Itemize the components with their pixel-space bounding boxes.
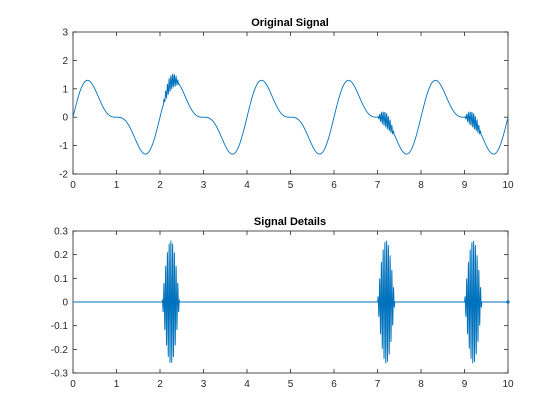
y-tick-label: 0.1 — [54, 274, 68, 285]
y-tick-label: -0.3 — [51, 369, 69, 380]
x-tick-label: 6 — [331, 180, 337, 191]
x-tick-label: 7 — [375, 379, 381, 390]
x-tick-label: 10 — [502, 180, 514, 191]
chart-title: Original Signal — [251, 17, 329, 29]
x-tick-label: 2 — [157, 180, 163, 191]
y-tick-label: 0 — [62, 113, 68, 124]
x-tick-label: 5 — [288, 379, 294, 390]
y-tick-label: -2 — [59, 170, 68, 181]
subplot-original-signal: Original Signal 0 1 2 3 4 5 6 7 8 9 10 -2 -1 0 1 2 3 — [59, 17, 514, 191]
x-tick-label: 9 — [462, 180, 468, 191]
x-tick-label: 4 — [244, 180, 250, 191]
x-tick-label: 0 — [70, 379, 76, 390]
y-tick-label: -0.2 — [51, 345, 69, 356]
y-axis: -0.3 -0.2 -0.1 0 0.1 0.2 0.3 — [51, 227, 508, 380]
x-tick-label: 6 — [331, 379, 337, 390]
y-tick-label: 0.2 — [54, 250, 68, 261]
x-tick-label: 9 — [462, 379, 468, 390]
y-tick-label: 1 — [62, 84, 68, 95]
x-tick-label: 3 — [201, 180, 207, 191]
x-tick-label: 8 — [418, 379, 424, 390]
series-end-marker — [506, 300, 510, 304]
x-tick-label: 10 — [502, 379, 514, 390]
x-tick-label: 2 — [157, 379, 163, 390]
y-tick-label: 0 — [62, 298, 68, 309]
y-tick-label: -1 — [59, 141, 68, 152]
x-tick-label: 5 — [288, 180, 294, 191]
chart-title: Signal Details — [254, 216, 326, 228]
y-tick-label: 2 — [62, 56, 68, 67]
y-axis: -2 -1 0 1 2 3 — [59, 28, 508, 181]
x-tick-label: 8 — [418, 180, 424, 191]
x-tick-label: 1 — [114, 379, 120, 390]
y-tick-label: -0.1 — [51, 321, 69, 332]
x-tick-label: 0 — [70, 180, 76, 191]
x-tick-label: 3 — [201, 379, 207, 390]
x-axis: 0 1 2 3 4 5 6 7 8 9 10 — [70, 231, 514, 390]
y-tick-label: 0.3 — [54, 227, 68, 238]
y-tick-label: 3 — [62, 28, 68, 39]
subplot-signal-details: Signal Details 0 1 2 3 4 5 6 7 8 9 10 -0.3 -0.2 -0.1… — [51, 216, 514, 390]
series-line-original-signal — [72, 73, 509, 155]
series-line-signal-details — [73, 240, 508, 364]
plot-area — [72, 31, 509, 175]
x-tick-label: 7 — [375, 180, 381, 191]
x-tick-label: 1 — [114, 180, 120, 191]
x-tick-label: 4 — [244, 379, 250, 390]
x-axis: 0 1 2 3 4 5 6 7 8 9 10 — [70, 32, 514, 191]
